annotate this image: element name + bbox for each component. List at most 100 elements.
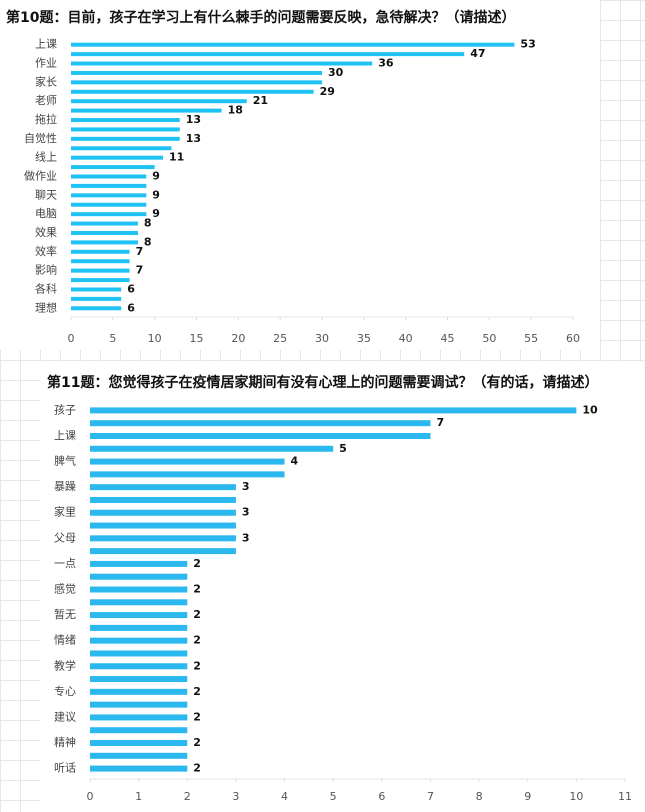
bar <box>90 727 188 734</box>
x-tick-label: 2 <box>184 790 191 803</box>
bar <box>71 80 322 85</box>
y-tick-label: 上课 <box>54 429 76 442</box>
y-tick-label: 上课 <box>35 38 57 51</box>
bar <box>90 612 188 619</box>
bar <box>71 259 130 264</box>
bar <box>71 202 147 207</box>
bar <box>90 586 188 593</box>
y-tick-label: 听话 <box>54 762 76 775</box>
bar <box>71 212 147 217</box>
x-tick-label: 15 <box>190 332 204 345</box>
bar <box>90 676 188 683</box>
y-tick-label: 一点 <box>54 557 76 570</box>
bar <box>71 52 465 57</box>
y-tick-label: 电脑 <box>35 207 57 220</box>
value-label: 8 <box>144 217 152 230</box>
bar <box>90 407 577 414</box>
value-label: 18 <box>228 104 243 117</box>
bar <box>90 701 188 708</box>
chart-title: 第10题：目前，孩子在学习上有什么棘手的问题需要反映，急待解决？（请描述） <box>6 9 515 26</box>
x-tick-label: 40 <box>399 332 413 345</box>
y-tick-label: 各科 <box>35 281 57 295</box>
x-tick-label: 30 <box>315 332 329 345</box>
bar <box>71 118 180 123</box>
x-tick-label: 5 <box>109 332 116 345</box>
bar <box>71 70 322 75</box>
value-label: 2 <box>193 557 201 570</box>
y-tick-label: 父母 <box>54 531 76 544</box>
x-tick-label: 7 <box>427 790 434 803</box>
y-tick-label: 精神 <box>54 735 76 749</box>
y-tick-label: 拖拉 <box>35 112 57 126</box>
value-label: 8 <box>144 235 152 248</box>
y-tick-label: 孩子 <box>54 403 76 416</box>
x-tick-label: 55 <box>524 332 538 345</box>
bar <box>90 432 431 439</box>
y-tick-label: 建议 <box>54 709 76 723</box>
x-tick-label: 50 <box>482 332 496 345</box>
bar <box>90 663 188 670</box>
bar <box>71 287 122 292</box>
bar <box>71 174 147 179</box>
value-label: 2 <box>193 736 201 749</box>
bar <box>90 740 188 747</box>
value-label: 2 <box>193 659 201 672</box>
bar <box>90 522 236 529</box>
x-tick-label: 3 <box>232 790 239 803</box>
bar <box>90 420 431 427</box>
y-tick-label: 感觉 <box>54 583 76 596</box>
bar <box>71 42 515 47</box>
x-tick-label: 8 <box>476 790 483 803</box>
x-tick-label: 0 <box>68 332 75 345</box>
x-tick-label: 5 <box>330 790 337 803</box>
value-label: 2 <box>193 685 201 698</box>
bar <box>71 296 122 301</box>
bar <box>90 650 188 657</box>
y-tick-label: 老师 <box>35 94 57 107</box>
y-tick-label: 线上 <box>35 150 57 164</box>
value-label: 2 <box>193 583 201 596</box>
bar <box>71 155 164 160</box>
value-label: 7 <box>136 264 144 277</box>
bar <box>90 573 188 580</box>
bar <box>90 765 188 772</box>
bar <box>90 752 188 759</box>
x-tick-label: 60 <box>566 332 580 345</box>
value-label: 13 <box>186 132 201 145</box>
bar <box>71 230 138 235</box>
value-label: 53 <box>520 38 535 51</box>
bar <box>90 484 236 491</box>
value-label: 7 <box>136 245 144 258</box>
y-tick-label: 暴躁 <box>54 480 76 493</box>
x-tick-label: 10 <box>569 790 583 803</box>
value-label: 13 <box>186 113 201 126</box>
value-label: 9 <box>152 170 160 183</box>
bar <box>71 268 130 273</box>
y-tick-label: 脾气 <box>54 454 76 468</box>
x-tick-label: 11 <box>618 790 632 803</box>
bar <box>90 445 334 452</box>
value-label: 3 <box>242 506 250 519</box>
value-label: 11 <box>169 151 184 164</box>
y-tick-label: 理想 <box>35 300 57 314</box>
bar <box>71 240 138 245</box>
y-tick-label: 自觉性 <box>24 131 57 145</box>
bar <box>71 136 180 141</box>
y-tick-label: 效率 <box>35 244 57 258</box>
value-label: 36 <box>378 57 394 70</box>
bar <box>90 458 285 465</box>
bar <box>71 183 147 188</box>
value-label: 2 <box>193 762 201 775</box>
bar <box>71 108 222 113</box>
bar <box>71 61 373 66</box>
bar <box>90 535 236 542</box>
y-tick-label: 聊天 <box>35 187 57 201</box>
x-tick-label: 1 <box>135 790 142 803</box>
y-tick-label: 专心 <box>54 684 76 698</box>
value-label: 21 <box>253 94 268 107</box>
value-label: 5 <box>339 442 347 455</box>
bar <box>71 165 155 170</box>
y-tick-label: 暂无 <box>54 608 76 621</box>
bar <box>71 306 122 311</box>
